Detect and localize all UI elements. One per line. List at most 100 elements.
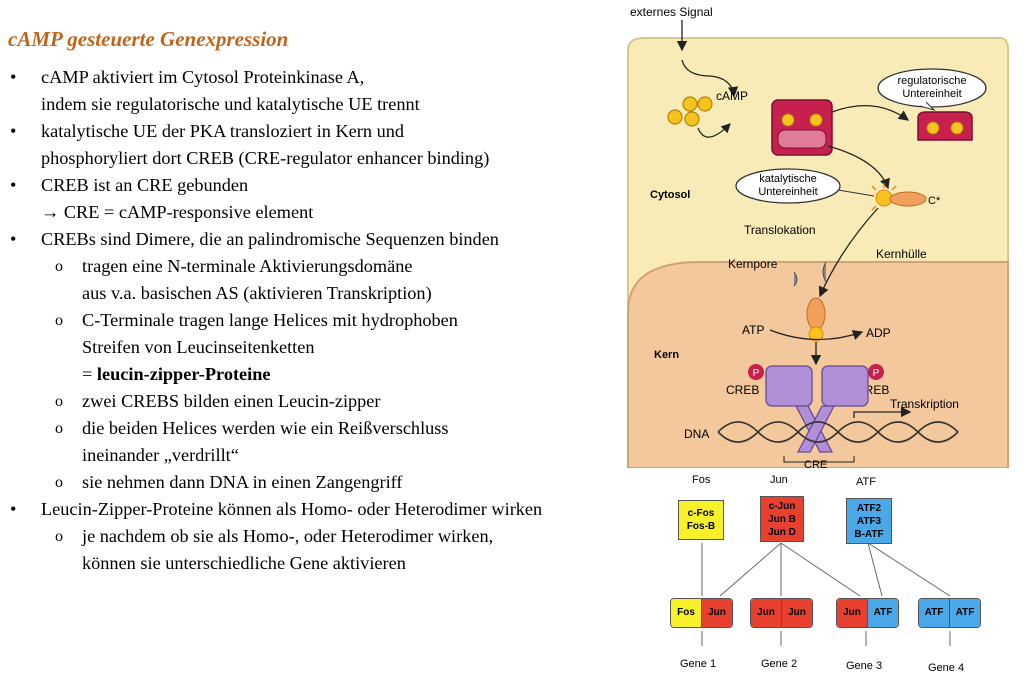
kernhuelle-label: Kernhülle: [876, 247, 927, 261]
sub-bullet-line: ineinander „verdrillt“: [82, 445, 239, 465]
dimer-half: Jun: [837, 599, 868, 627]
bullet-list: • cAMP aktiviert im Cytosol Proteinkinas…: [8, 64, 648, 577]
dimer-half: ATF: [919, 599, 950, 627]
family-member: Fos-B: [686, 521, 716, 532]
gene-label: Gene 2: [761, 658, 798, 670]
external-signal-label: externes Signal: [630, 5, 713, 19]
regulatory-callout: [877, 68, 987, 108]
dimer-half: Fos: [671, 599, 702, 627]
bullet-line: CREB ist an CRE gebunden: [41, 175, 249, 195]
bullet-line: Leucin-Zipper-Proteine können als Homo- …: [41, 499, 543, 519]
gene-label: Gene 4: [928, 662, 965, 674]
bullet-line: CREBs sind Dimere, die an palindromische…: [41, 229, 499, 249]
page-title: cAMP gesteuerte Genexpression: [8, 27, 289, 51]
sub-bullet-line: Streifen von Leucinseitenketten: [82, 337, 315, 357]
sub-bullet-marker: o: [55, 258, 63, 275]
camp-pathway-figure: externes Signal cAMP regulatorische Unte…: [627, 5, 1009, 468]
bullet-marker: •: [10, 67, 17, 87]
dimer-jun-jun: Jun Jun: [750, 598, 813, 628]
dimer-half: Jun: [751, 599, 782, 627]
regulatory-label-1: regulatorische: [897, 75, 966, 87]
atf-header: ATF: [856, 476, 876, 488]
regulatory-label-2: Untereinheit: [902, 88, 961, 100]
sub-bullet-line: die beiden Helices werden wie ein Reißve…: [82, 418, 449, 438]
phosphate-label: P: [753, 368, 760, 379]
sub-bullet-line: C-Terminale tragen lange Helices mit hyd…: [82, 310, 458, 330]
sub-bullet-item: o zwei CREBS bilden einen Leucin-zipper: [8, 388, 648, 415]
bullet-line: → CRE = cAMP-responsive element: [41, 202, 314, 222]
adp-label: ADP: [866, 326, 891, 340]
catalytic-label-2: Untereinheit: [758, 186, 817, 198]
family-member: ATF2: [856, 503, 882, 514]
bullet-item: • cAMP aktiviert im Cytosol Proteinkinas…: [8, 64, 648, 118]
phosphate-right: [868, 364, 884, 380]
family-member: c-Fos: [687, 508, 715, 519]
sub-bullet-item: o die beiden Helices werden wie ein Reiß…: [8, 415, 648, 469]
bullet-line: katalytische UE der PKA transloziert in …: [41, 121, 404, 141]
sub-bullet-marker: o: [55, 528, 63, 545]
catalytic-label-1: katalytische: [759, 173, 816, 185]
bullet-marker: •: [10, 175, 17, 195]
dna-label: DNA: [684, 427, 709, 441]
dimer-jun-atf: Jun ATF: [836, 598, 899, 628]
sub-bullet-line: tragen eine N-terminale Aktivierungsdomä…: [82, 256, 413, 276]
phosphate-left: [748, 364, 764, 380]
equals-prefix: =: [82, 364, 97, 384]
cytosol-label: Cytosol: [650, 189, 690, 201]
sub-bullet-marker: o: [55, 420, 63, 437]
gene-label: Gene 1: [680, 658, 717, 670]
bullet-item: • katalytische UE der PKA transloziert i…: [8, 118, 648, 172]
jun-header: Jun: [770, 474, 788, 486]
creb-dimer: [765, 365, 869, 453]
bullet-line: phosphoryliert dort CREB (CRE-regulator …: [41, 148, 490, 168]
bullet-item: • CREB ist an CRE gebunden → CRE = cAMP-…: [8, 172, 648, 226]
phosphate-label: P: [873, 368, 880, 379]
kernpore-label: Kernpore: [728, 257, 778, 271]
dimer-half: Jun: [702, 599, 732, 627]
fos-header: Fos: [692, 474, 711, 486]
creb-left-label: CREB: [726, 383, 759, 397]
family-connectors: [701, 542, 951, 646]
dimer-half: ATF: [950, 599, 980, 627]
family-member: c-Jun: [768, 501, 796, 512]
bold-term: leucin-zipper-Proteine: [96, 364, 271, 384]
transcription-label: Transkription: [890, 397, 959, 411]
family-member: Jun B: [768, 514, 796, 525]
translocation-label: Translokation: [744, 223, 816, 237]
sub-bullet-line: sie nehmen dann DNA in einen Zangengriff: [82, 472, 403, 492]
atf-family-box: ATF2 ATF3 B-ATF: [846, 498, 892, 544]
regulatory-subunit: [917, 111, 973, 141]
pka-complex: [771, 99, 833, 156]
dimer-atf-atf: ATF ATF: [918, 598, 981, 628]
jun-family-box: c-Jun Jun B Jun D: [760, 496, 804, 542]
family-member: Jun D: [768, 527, 796, 538]
sub-bullet-line: zwei CREBS bilden einen Leucin-zipper: [82, 391, 381, 411]
sub-bullet-item: o C-Terminale tragen lange Helices mit h…: [8, 307, 648, 388]
sub-bullet-line: aus v.a. basischen AS (aktivieren Transk…: [82, 283, 432, 303]
sub-bullet-item: o tragen eine N-terminale Aktivierungsdo…: [8, 253, 648, 307]
bullet-marker: •: [10, 229, 17, 249]
dna-helix: [717, 421, 959, 443]
catalytic-callout: [735, 168, 841, 204]
bullet-item: • CREBs sind Dimere, die an palindromisc…: [8, 226, 648, 253]
sub-bullet-marker: o: [55, 474, 63, 491]
dimer-half: Jun: [782, 599, 812, 627]
kern-label: Kern: [654, 349, 679, 361]
cre-label: CRE: [804, 459, 827, 468]
bullet-marker: •: [10, 499, 17, 519]
sub-bullet-marker: o: [55, 393, 63, 410]
atp-label: ATP: [742, 323, 764, 337]
bullet-line: cAMP aktiviert im Cytosol Proteinkinase …: [41, 67, 365, 87]
bzip-family-diagram: Fos Jun ATF c-Fos Fos-B c-Jun Jun B Jun …: [620, 468, 1024, 683]
bullet-line: indem sie regulatorische und katalytisch…: [41, 94, 420, 114]
sub-bullet-item: o sie nehmen dann DNA in einen Zangengri…: [8, 469, 648, 496]
sub-bullet-item: o je nachdem ob sie als Homo-, oder Hete…: [8, 523, 648, 577]
c-star-nuclear: [806, 297, 826, 331]
bullet-marker: •: [10, 121, 17, 141]
bullet-item: • Leucin-Zipper-Proteine können als Homo…: [8, 496, 648, 523]
gene-label: Gene 3: [846, 660, 883, 672]
sub-bullet-marker: o: [55, 312, 63, 329]
sub-bullet-line: je nachdem ob sie als Homo-, oder Hetero…: [82, 526, 494, 546]
dimer-fos-jun: Fos Jun: [670, 598, 733, 628]
family-member: B-ATF: [854, 529, 884, 540]
